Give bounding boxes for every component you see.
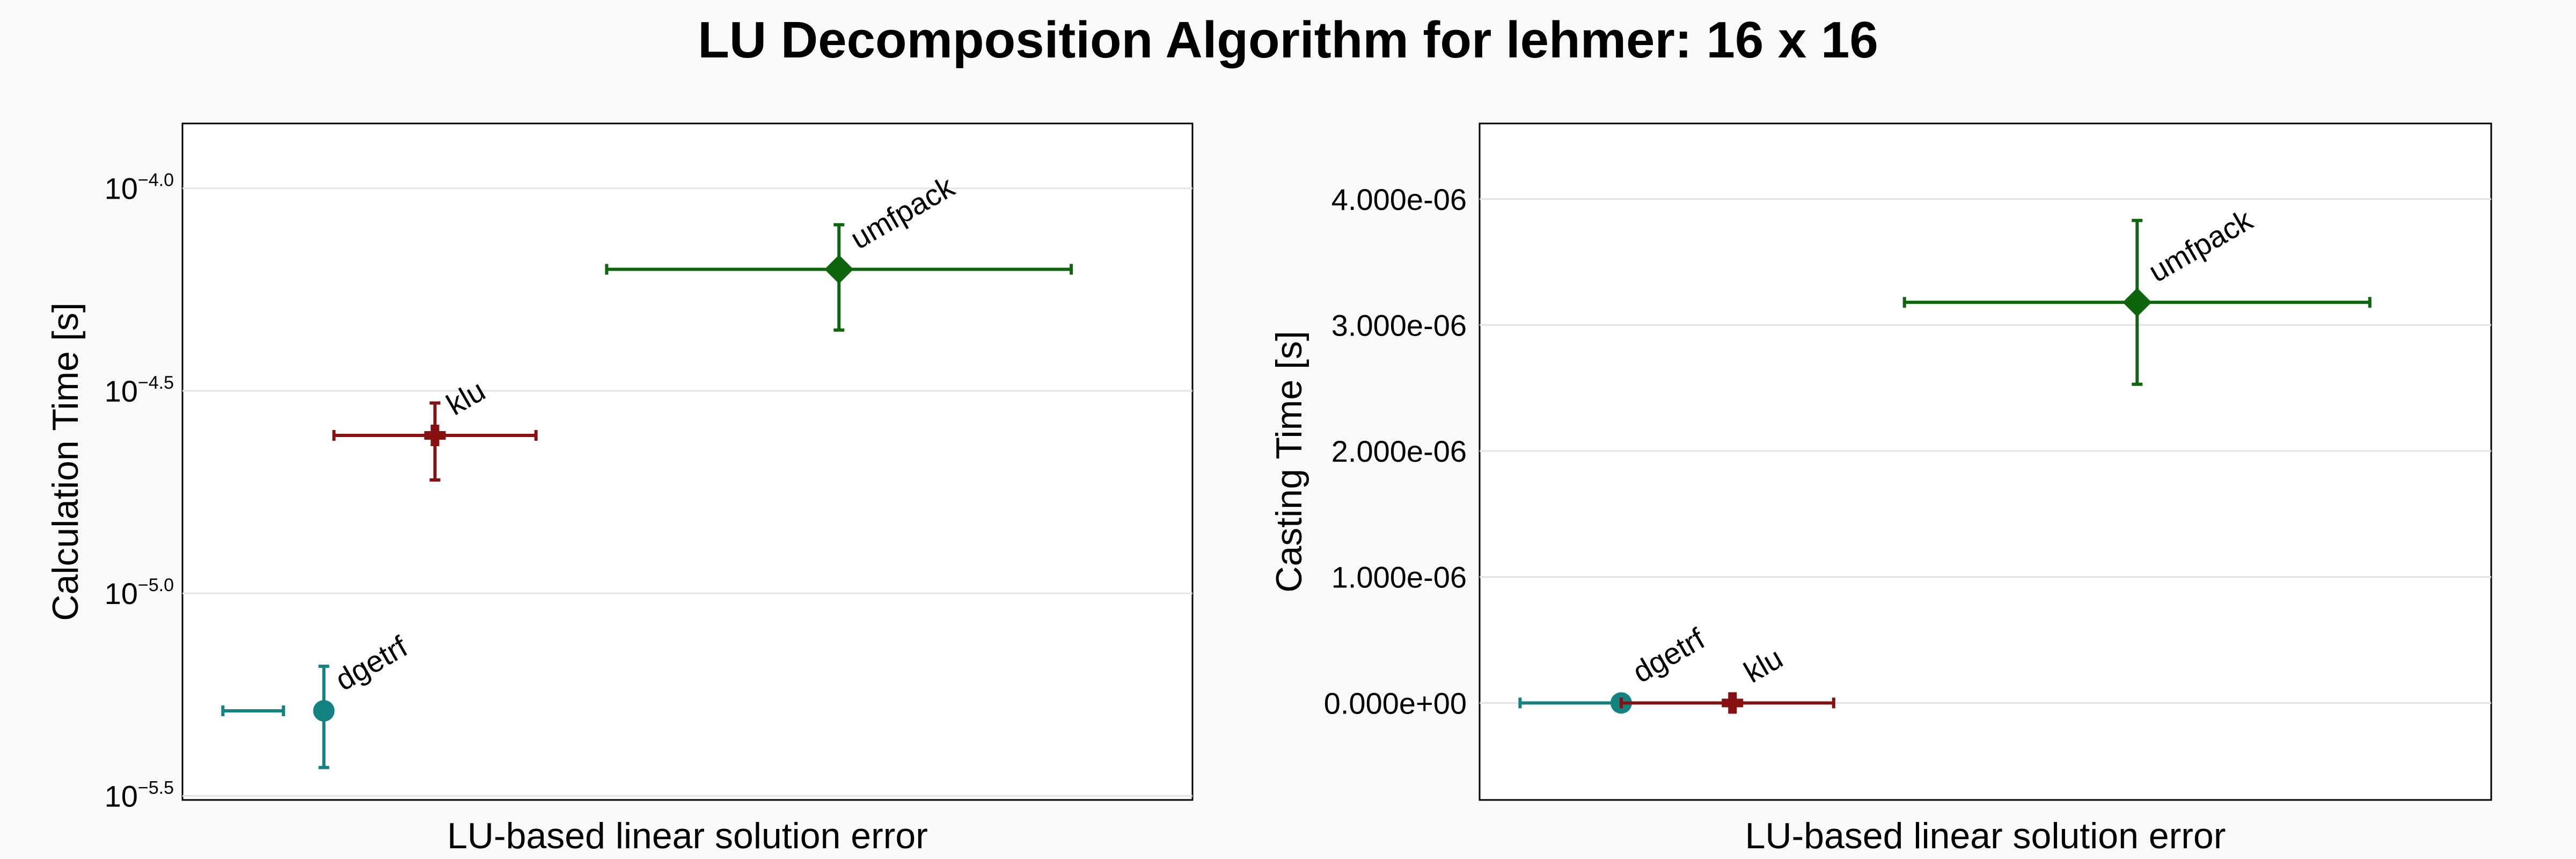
plot-calculation: 10−4.0 10−4.5 10−5.0 10−5.5 LU-based linear … (45, 122, 1194, 856)
y-tick-label: 0.000e+00 (1324, 686, 1467, 720)
y-tick-label: 3.000e-06 (1331, 308, 1467, 342)
y-axis-label: Casting Time [s] (1269, 331, 1309, 593)
plot-area (181, 122, 1194, 801)
y-tick-label: 2.000e-06 (1331, 434, 1467, 468)
y-axis-label: Calculation Time [s] (45, 302, 86, 621)
data-point (2123, 288, 2152, 317)
y-tick-label: 4.000e-06 (1331, 183, 1467, 216)
data-point (424, 424, 446, 446)
x-axis-label: LU-based linear solution error (1745, 816, 2226, 856)
data-point (824, 254, 854, 284)
y-tick-label: 10−4.0 (105, 170, 174, 206)
data-point (1722, 692, 1744, 714)
y-tick-label: 10−4.5 (105, 373, 174, 408)
data-point (313, 700, 335, 722)
y-tick-label: 10−5.0 (105, 575, 174, 610)
y-tick-label: 10−5.5 (105, 777, 174, 813)
y-tick-label: 1.000e-06 (1331, 560, 1467, 594)
plot-casting: 4.000e-06 3.000e-06 2.000e-06 1.000e-06 0.00… (1269, 122, 2492, 856)
x-axis-label: LU-based linear solution error (447, 816, 928, 856)
plot-area (1479, 122, 2492, 801)
chart-title: LU Decomposition Algorithm for lehmer: 1… (698, 11, 1878, 69)
